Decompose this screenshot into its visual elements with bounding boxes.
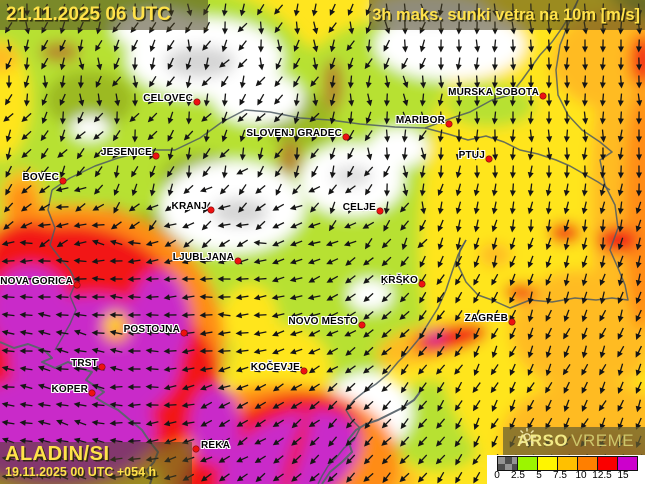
city-label: KRŠKO xyxy=(380,275,418,286)
city-label: NOVO MESTO xyxy=(288,316,358,327)
valid-time-label: 21.11.2025 06 UTC xyxy=(0,0,208,30)
city-label: NOVA GORICA xyxy=(0,276,73,287)
legend-swatch xyxy=(537,456,558,471)
city-label: POSTOJNA xyxy=(123,324,180,335)
legend-tick: 2.5 xyxy=(511,470,525,481)
city-label: MARIBOR xyxy=(395,115,445,126)
city-label: CELJE xyxy=(342,202,376,213)
model-run-info: 19.11.2025 00 UTC +054 h xyxy=(5,465,157,479)
map-title: 3h maks. sunki vetra na 10m [m/s] xyxy=(369,0,645,30)
city-label: SLOVENJ GRADEC xyxy=(246,128,342,139)
legend-swatch xyxy=(597,456,618,471)
city-markers xyxy=(59,92,547,453)
city-label: ZAGREB xyxy=(464,313,508,324)
legend-tick: 12.5 xyxy=(592,470,612,481)
legend-tick: 15 xyxy=(617,470,629,481)
city-label: CELOVEC xyxy=(143,93,193,104)
city-label: MURSKA SOBOTA xyxy=(448,87,539,98)
legend-swatch xyxy=(617,456,638,471)
city-label: KOČEVJE xyxy=(250,362,300,373)
valid-time-text: 21.11.2025 06 UTC xyxy=(6,4,171,25)
sun-rays-icon xyxy=(518,428,536,446)
arso-vreme-logo: ARSO VREME xyxy=(503,427,645,455)
logo-text-light: VREME xyxy=(571,431,635,450)
city-label: PTUJ xyxy=(458,150,485,161)
model-name: ALADIN/SI xyxy=(5,443,110,465)
legend-tick: 7.5 xyxy=(553,470,567,481)
color-scale-legend: 0 2.5 5 7.5 10 12.5 15 xyxy=(487,455,645,484)
city-label: TRST xyxy=(71,358,98,369)
city-label: BOVEC xyxy=(22,172,59,183)
city-label: JESENICE xyxy=(100,147,152,158)
city-label: KOPER xyxy=(51,384,88,395)
map-title-text: 3h maks. sunki vetra na 10m [m/s] xyxy=(372,6,640,24)
model-info: ALADIN/SI 19.11.2025 00 UTC +054 h xyxy=(0,442,192,484)
legend-swatch xyxy=(517,456,538,471)
legend-swatches xyxy=(497,456,638,471)
legend-tick: 10 xyxy=(575,470,587,481)
city-label: KRANJ xyxy=(171,201,207,212)
legend-tick: 5 xyxy=(536,470,542,481)
legend-swatch xyxy=(557,456,578,471)
legend-tick: 0 xyxy=(494,470,500,481)
legend-swatch xyxy=(577,456,598,471)
city-label: REKA xyxy=(201,440,231,451)
legend-swatch xyxy=(497,456,518,471)
city-label: LJUBLJANA xyxy=(172,252,234,263)
